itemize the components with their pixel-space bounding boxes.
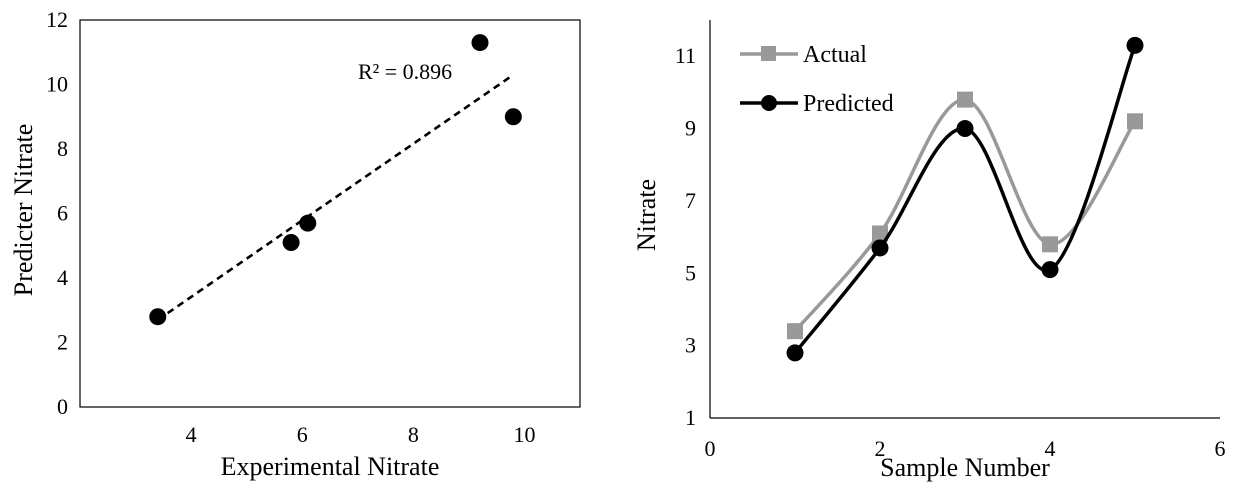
scatter-y-tick-1: 2 <box>57 330 68 355</box>
scatter-plot-frame <box>79 19 581 408</box>
line-y-tick-2: 5 <box>685 260 696 285</box>
series-actual-point-1 <box>872 225 888 242</box>
scatter-point-4 <box>504 108 522 126</box>
scatter-x-tick-0: 4 <box>186 422 197 447</box>
scatter-y-tick-0: 0 <box>57 394 68 419</box>
series-predicted-point-2 <box>956 120 974 138</box>
scatter-y-tick-labels: 0 2 4 6 8 10 12 <box>46 7 68 419</box>
line-chart-series <box>786 36 1144 362</box>
line-chart: 1 3 5 7 9 11 0 2 4 6 Actual Predicted Sample Num… <box>632 20 1226 482</box>
legend-predicted-label: Predicted <box>803 91 894 117</box>
scatter-y-axis-title: Predicter Nitrate <box>9 124 38 297</box>
legend-actual-label: Actual <box>803 42 867 68</box>
series-actual-point-3 <box>1042 236 1058 253</box>
scatter-point-3 <box>471 34 489 52</box>
line-x-tick-0: 0 <box>705 436 716 461</box>
series-actual-point-4 <box>1127 113 1143 130</box>
scatter-y-tick-2: 4 <box>57 265 68 290</box>
scatter-x-axis-title: Experimental Nitrate <box>221 452 440 481</box>
series-predicted-point-0 <box>786 344 804 362</box>
line-chart-y-axis-title: Nitrate <box>632 179 661 251</box>
scatter-point-0 <box>149 308 167 326</box>
legend-item-actual: Actual <box>740 42 867 68</box>
series-actual-point-0 <box>787 323 803 340</box>
scatter-trendline <box>157 73 515 321</box>
scatter-y-tick-6: 12 <box>46 7 68 32</box>
scatter-x-tick-2: 8 <box>408 422 419 447</box>
series-actual-point-2 <box>957 91 973 108</box>
scatter-y-tick-3: 6 <box>57 201 68 226</box>
line-chart-y-tick-labels: 1 3 5 7 9 11 <box>675 43 696 430</box>
scatter-y-tick-4: 8 <box>57 136 68 161</box>
series-predicted-point-3 <box>1041 261 1059 279</box>
scatter-x-tick-3: 10 <box>513 422 535 447</box>
series-predicted-point-4 <box>1126 36 1144 54</box>
line-y-tick-3: 7 <box>685 188 696 213</box>
line-y-tick-0: 1 <box>685 405 696 430</box>
legend-actual-marker <box>761 46 776 61</box>
scatter-x-tick-1: 6 <box>297 422 308 447</box>
scatter-chart: 0 2 4 6 8 10 12 4 6 8 10 R² = 0.896 Experimental … <box>9 7 581 481</box>
line-x-tick-1: 2 <box>875 436 886 461</box>
line-y-tick-1: 3 <box>685 333 696 358</box>
scatter-x-tick-labels: 4 6 8 10 <box>186 422 536 447</box>
scatter-point-1 <box>282 234 300 252</box>
line-chart-legend: Actual Predicted <box>740 42 894 117</box>
scatter-point-2 <box>299 214 317 232</box>
line-y-tick-5: 11 <box>675 43 696 68</box>
legend-item-predicted: Predicted <box>740 91 894 117</box>
line-chart-x-axis-title: Sample Number <box>880 453 1050 482</box>
series-predicted-point-1 <box>871 239 889 257</box>
line-x-tick-2: 4 <box>1045 436 1056 461</box>
series-line-predicted <box>793 44 1137 354</box>
legend-predicted-marker <box>761 95 777 111</box>
line-y-tick-4: 9 <box>685 116 696 141</box>
scatter-y-tick-5: 10 <box>46 72 68 97</box>
scatter-points <box>149 34 522 326</box>
line-chart-x-tick-labels: 0 2 4 6 <box>705 436 1226 461</box>
r-squared-annotation: R² = 0.896 <box>358 59 452 84</box>
line-x-tick-3: 6 <box>1215 436 1226 461</box>
